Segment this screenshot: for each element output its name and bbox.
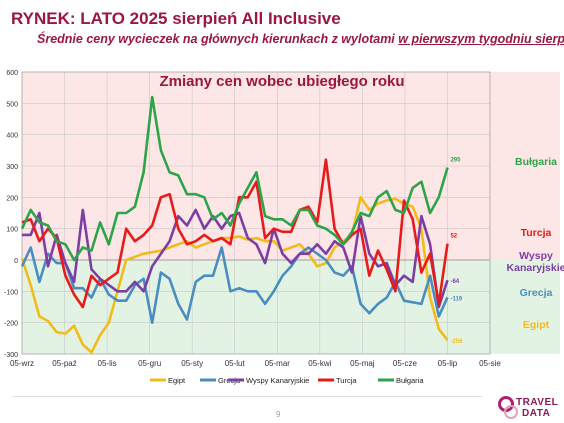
page-number: 9	[276, 410, 281, 419]
subtitle-underlined: w pierwszym tygodniu sierpnia	[398, 32, 564, 46]
header: RYNEK: LATO 2025 sierpień All Inclusive …	[0, 0, 564, 56]
negative-band	[22, 260, 560, 354]
legend-label: Bułgaria	[396, 376, 424, 385]
y-tick-label: 100	[6, 227, 18, 234]
y-tick-label: 0	[14, 258, 18, 265]
y-tick-label: -300	[4, 352, 18, 359]
series-line-turcja	[21, 158, 449, 309]
series-line-bułgaria	[20, 95, 449, 262]
x-tick-label: 05-gru	[138, 359, 161, 368]
end-value-label: -64	[450, 279, 459, 285]
price-change-chart: -300 -200 -100 0 100 200 300 400 500 600 05-wrz 05-…	[4, 70, 564, 385]
logo-text-data: DATA	[522, 408, 551, 419]
y-tick-label: 400	[6, 133, 18, 140]
travel-data-logo: TRAVEL DATA	[498, 395, 560, 422]
end-value-label: 52	[450, 234, 457, 240]
legend-label: Wyspy Kanaryjskie	[246, 376, 309, 385]
series-end-label-line: Grecja	[520, 287, 553, 299]
y-tick-label: -100	[4, 289, 18, 296]
series-end-label: Bułgaria	[515, 156, 557, 168]
series-end-label: Grecja	[520, 287, 553, 299]
logo-text-travel: TRAVEL	[516, 397, 559, 408]
series-end-label: Wyspy Kanaryjskie	[507, 250, 564, 274]
series-end-label-line: Wyspy	[519, 250, 553, 262]
series-end-label-line: Bułgaria	[515, 156, 557, 168]
x-tick-label: 05-lut	[225, 359, 246, 368]
x-tick-label: 05-lis	[98, 359, 117, 368]
y-tick-label: 600	[6, 70, 18, 77]
x-tick-label: 05-sty	[181, 359, 203, 368]
series-line-egipt	[20, 196, 449, 354]
footer-divider	[12, 396, 482, 397]
series-end-label: Turcja	[521, 227, 552, 239]
series-end-label-line: Kanaryjskie	[507, 262, 564, 274]
x-tick-label: 05-maj	[350, 359, 375, 368]
x-tick-label: 05-mar	[265, 359, 291, 368]
x-tick-label: 05-kwi	[308, 359, 331, 368]
x-tick-label: 05-paź	[52, 359, 76, 368]
x-tick-label: 05-sie	[479, 359, 501, 368]
subtitle-text: Średnie ceny wycieczek na głównych kieru…	[37, 32, 399, 46]
legend-label: Egipt	[168, 376, 186, 385]
logo-ring-icon-secondary	[504, 405, 518, 419]
series-line-grecja	[20, 246, 449, 325]
series-end-label: Egipt	[523, 319, 550, 331]
legend-label: Turcja	[336, 376, 357, 385]
series-end-label-line: Turcja	[521, 227, 552, 239]
end-value-label: 295	[450, 158, 461, 164]
chart-title: Zmiany cen wobec ubiegłego roku	[159, 73, 404, 90]
page-title: RYNEK: LATO 2025 sierpień All Inclusive	[11, 9, 341, 28]
y-tick-label: 300	[6, 164, 18, 171]
y-tick-label: -200	[4, 321, 18, 328]
x-tick-label: 05-cze	[393, 359, 418, 368]
y-tick-label: 500	[6, 101, 18, 108]
page-subtitle: Średnie ceny wycieczek na głównych kieru…	[37, 32, 564, 46]
series-end-label-line: Egipt	[523, 319, 550, 331]
end-value-label: -119	[450, 296, 462, 302]
end-value-label: -256	[450, 339, 463, 345]
plot-border	[21, 71, 491, 355]
x-tick-label: 05-lip	[438, 359, 458, 368]
y-tick-label: 200	[6, 195, 18, 202]
x-tick-label: 05-wrz	[10, 359, 34, 368]
